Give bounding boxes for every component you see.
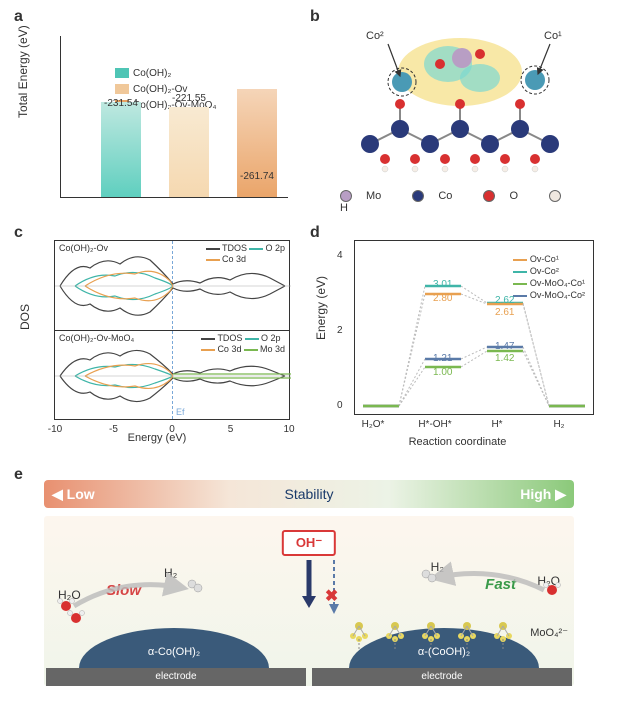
drop-left: α-Co(OH)₂ — [79, 628, 269, 668]
moo4-clusters — [344, 614, 534, 654]
atom-name: Co — [438, 190, 452, 202]
cross-icon: ✖ — [325, 586, 338, 606]
atom-name: O — [509, 190, 518, 202]
panel-a: a Total Energy (eV) Co(OH)₂ Co(OH)₂-Ov C… — [14, 8, 300, 218]
schematic: OH⁻ electrode α-Co(OH)₂ H₂O H₂ Slow elec… — [44, 516, 574, 686]
panel-d: d Energy (eV) Ov-Co¹ Ov-Co² Ov-MoO₄-Co¹ … — [310, 230, 605, 450]
co2-label: Co² — [366, 30, 384, 42]
panel-c-frame: Ef Co(OH)₂-Ov TDOS O 2p Co 3d Co(OH)₂-Ov… — [54, 240, 290, 420]
panel-c-ylabel: DOS — [18, 304, 32, 330]
oh-box: OH⁻ — [282, 530, 336, 556]
panel-b-label: b — [310, 8, 320, 26]
molecule-structure: Co² Co¹ — [340, 34, 590, 184]
energy-diagram — [355, 241, 595, 416]
panel-d-xlabel: Reaction coordinate — [310, 436, 605, 448]
panel-c: c DOS Ef Co(OH)₂-Ov TDOS O 2p Co 3d Co(O… — [14, 230, 300, 450]
legend-item: Co(OH)₂ — [133, 68, 171, 79]
panel-b: b — [310, 8, 605, 218]
panel-d-ylabel: Energy (eV) — [314, 276, 328, 340]
electrode-left: electrode — [46, 668, 306, 686]
panel-e: e ◀ Low Stability High ▶ OH⁻ electrode α… — [14, 466, 604, 706]
atom-legend: Mo Co O H — [340, 190, 605, 214]
atom-name: H — [340, 202, 348, 214]
panel-c-xlabel: Energy (eV) — [14, 432, 300, 444]
panel-d-frame: Ov-Co¹ Ov-Co² Ov-MoO₄-Co¹ Ov-MoO₄-Co² 02… — [354, 240, 594, 415]
panel-a-axes: Co(OH)₂ Co(OH)₂-Ov Co(OH)₂-Ov-MoO₄ -231.… — [60, 36, 288, 198]
panel-a-ylabel: Total Energy (eV) — [16, 25, 30, 118]
stability-label: Stability — [284, 486, 333, 502]
down-arrow — [299, 560, 319, 613]
atom-name: Mo — [366, 190, 381, 202]
low-arrow: ◀ Low — [44, 486, 103, 503]
dos-curves — [55, 241, 291, 421]
panel-c-label: c — [14, 224, 23, 242]
electrode-right: electrode — [312, 668, 572, 686]
high-arrow: High ▶ — [512, 486, 574, 503]
panel-d-label: d — [310, 224, 320, 242]
panel-e-label: e — [14, 466, 23, 484]
panel-a-label: a — [14, 8, 23, 26]
stability-bar: ◀ Low Stability High ▶ — [44, 480, 574, 508]
co1-label: Co¹ — [544, 30, 562, 42]
